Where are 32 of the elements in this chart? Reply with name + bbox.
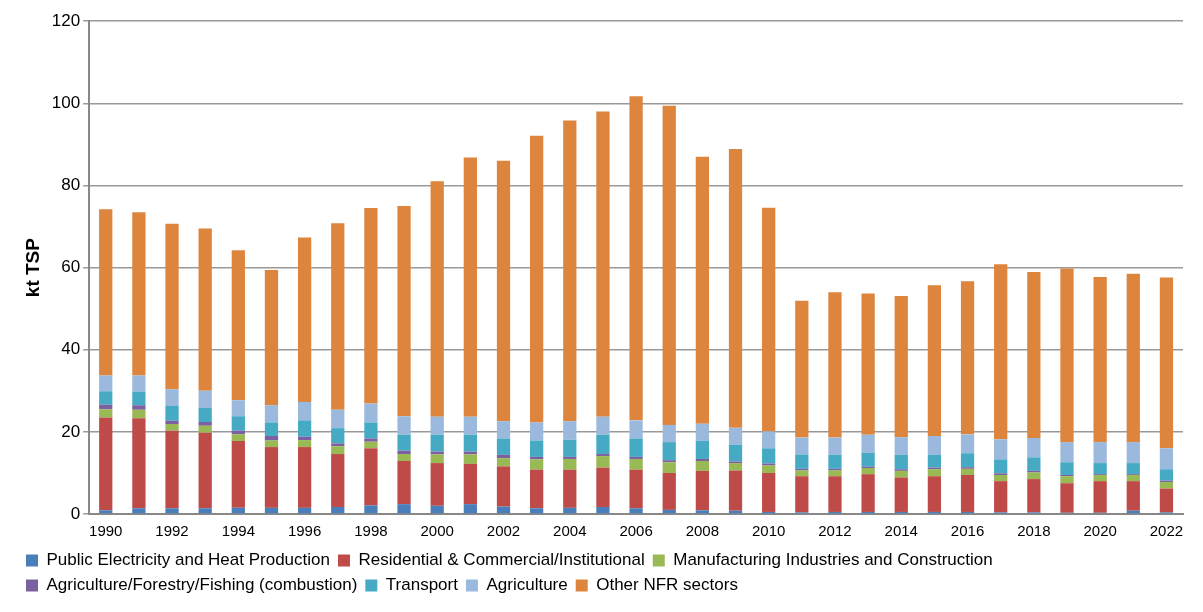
x-tick-label: 2002: [486, 522, 521, 540]
x-tick-label: 2006: [619, 522, 653, 540]
x-tick-label: 1996: [287, 522, 322, 540]
x-tick-label: 2004: [553, 522, 587, 540]
y-axis-title: kt TSP: [21, 237, 43, 298]
y-tick-label: 100: [51, 93, 81, 113]
x-tick-label: 2022: [1149, 522, 1184, 540]
legend-label: Manufacturing Industries and Construction: [673, 550, 993, 570]
x-tick-label: 2000: [420, 522, 454, 540]
x-tick-label: 2014: [884, 522, 918, 540]
x-tick-label: 1990: [89, 522, 123, 540]
y-tick-label: 80: [61, 175, 81, 195]
x-tick-label: 2018: [1017, 522, 1051, 540]
x-tick-label: 2020: [1083, 522, 1117, 540]
x-tick-label: 1992: [155, 522, 189, 540]
y-tick-label: 60: [61, 257, 81, 277]
x-tick-label: 2012: [818, 522, 852, 540]
legend-label: Agriculture: [486, 575, 568, 595]
y-tick-label: 0: [70, 503, 81, 523]
legend-label: Public Electricity and Heat Production: [46, 550, 330, 570]
y-tick-label: 120: [51, 10, 81, 30]
x-tick-label: 1994: [221, 522, 256, 540]
x-tick-label: 2010: [751, 522, 786, 540]
y-tick-label: 40: [61, 339, 81, 359]
legend-label: Other NFR sectors: [596, 575, 738, 595]
legend-label: Residential & Commercial/Institutional: [358, 550, 645, 570]
y-tick-label: 20: [61, 421, 81, 441]
x-tick-label: 2008: [685, 522, 720, 540]
x-tick-label: 1998: [354, 522, 388, 540]
x-tick-label: 2016: [950, 522, 985, 540]
legend-label: Agriculture/Forestry/Fishing (combustion): [46, 575, 358, 595]
legend-label: Transport: [385, 575, 459, 595]
